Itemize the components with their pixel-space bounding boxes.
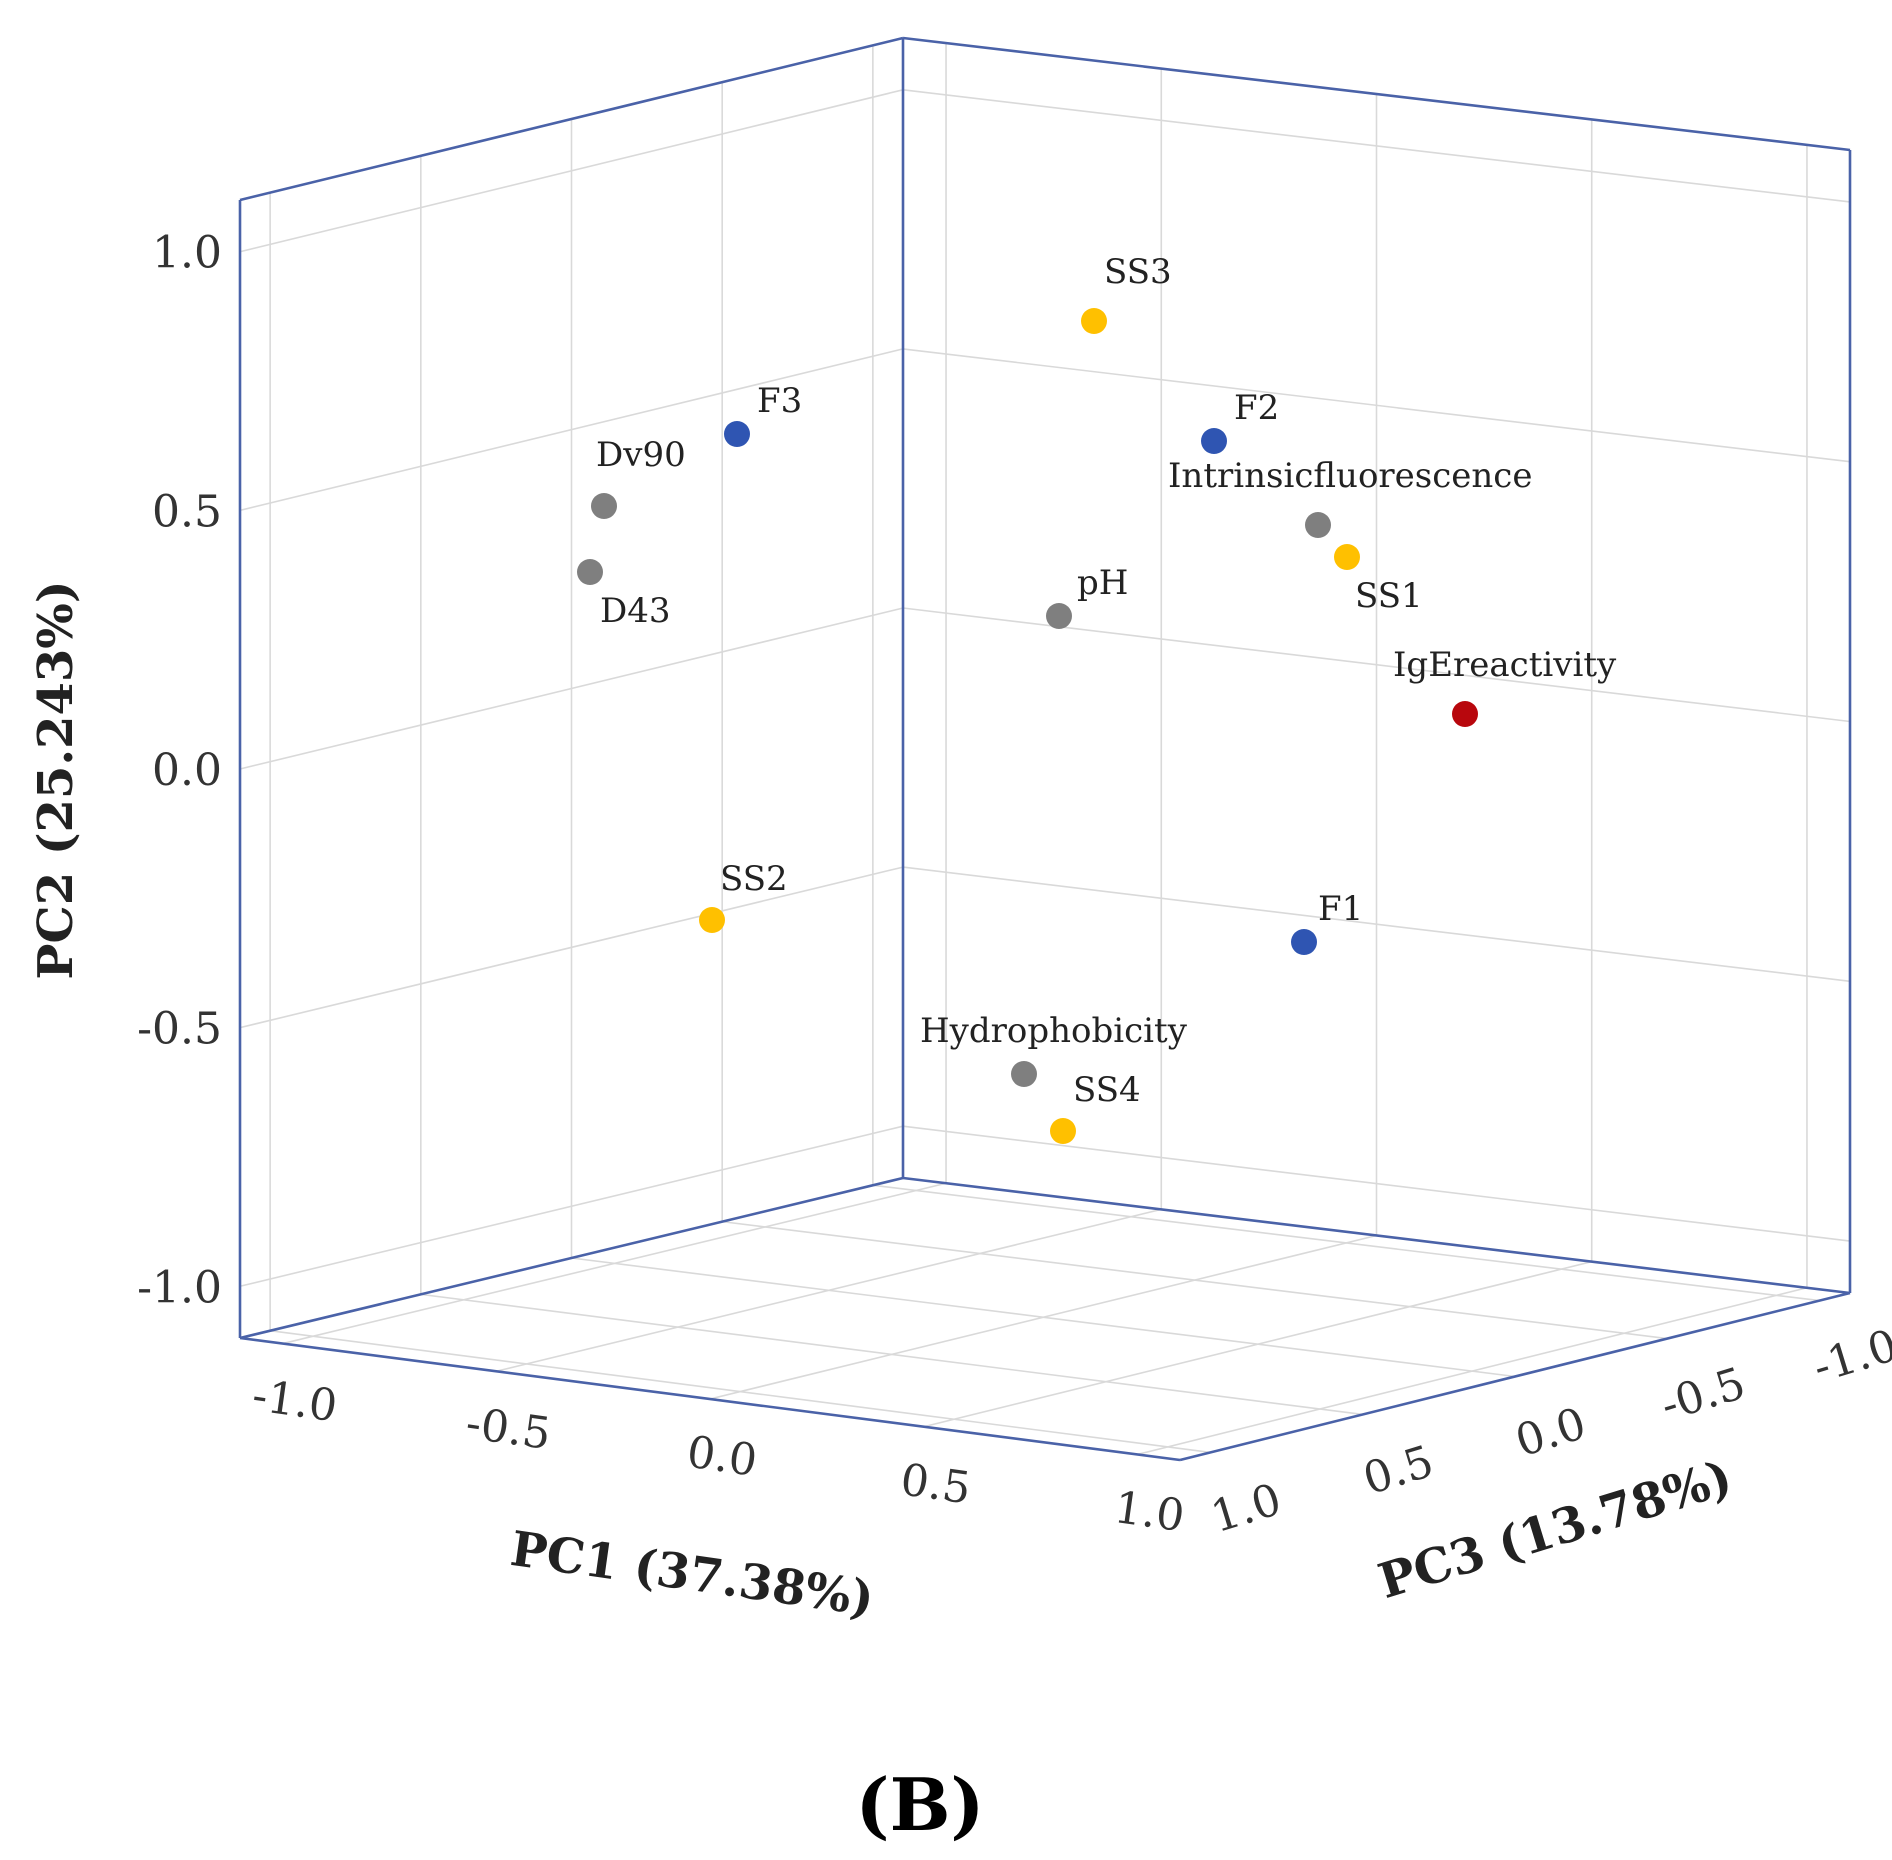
- frame-edge: [239, 36, 904, 202]
- x-tick-label: 1.0: [1111, 1482, 1187, 1542]
- y-axis-title: PC2 (25.243%): [28, 580, 84, 979]
- data-point-label: SS3: [1104, 252, 1172, 292]
- data-point: [699, 907, 725, 933]
- data-point-label: F3: [757, 381, 802, 421]
- data-point: [724, 421, 750, 447]
- data-points: SS3 F3 F2 Dv90 Intrinsicfluorescence D43 SS1 pH…: [577, 252, 1617, 1144]
- grid-line: [282, 1182, 947, 1345]
- frame-edge: [902, 1176, 1851, 1295]
- x-tick-label: -1.0: [249, 1370, 340, 1432]
- x-tick-label: -0.5: [463, 1398, 554, 1460]
- y-tick-label: -1.0: [137, 1262, 222, 1313]
- z-tick-label: -1.0: [1807, 1320, 1892, 1394]
- x-axis-title: PC1 (37.38%): [507, 1521, 877, 1627]
- z-tick-label: 0.0: [1510, 1398, 1592, 1467]
- data-point: [1305, 512, 1331, 538]
- data-point-label: SS2: [720, 859, 788, 899]
- data-point: [591, 493, 617, 519]
- frame-edge: [902, 36, 1851, 152]
- data-point: [1046, 603, 1072, 629]
- y-tick-label: 1.0: [152, 228, 222, 279]
- data-point: [1334, 544, 1360, 570]
- data-point-label: Hydrophobicity: [920, 1011, 1188, 1051]
- data-point: [1291, 929, 1317, 955]
- y-tick-label: 0.5: [152, 486, 222, 537]
- z-tick-label: 1.0: [1205, 1474, 1287, 1543]
- data-point-label: SS4: [1073, 1070, 1141, 1110]
- z-tick-label: 0.5: [1358, 1436, 1440, 1505]
- panel-label: (B): [856, 1762, 985, 1847]
- data-point-label: F2: [1234, 388, 1279, 428]
- grid-line: [872, 1184, 1820, 1302]
- y-tick-label: -0.5: [137, 1004, 222, 1055]
- y-tick-label: 0.0: [152, 745, 222, 796]
- data-point: [1050, 1118, 1076, 1144]
- data-point-label: SS1: [1355, 576, 1423, 616]
- axis-frame: [238, 36, 1852, 1462]
- x-tick-label: 0.0: [684, 1427, 760, 1487]
- grid-line: [709, 1234, 1377, 1400]
- grid-lines: [239, 43, 1851, 1456]
- grid-line: [496, 1208, 1162, 1373]
- data-point: [1452, 701, 1478, 727]
- grid-line: [722, 1220, 1668, 1340]
- data-point: [1201, 428, 1227, 454]
- frame-edge: [1179, 1291, 1851, 1462]
- data-point-label: IgEreactivity: [1393, 645, 1617, 685]
- data-point: [577, 559, 603, 585]
- data-point: [1081, 308, 1107, 334]
- frame-edge: [239, 1336, 1181, 1462]
- data-point-label: D43: [600, 591, 671, 631]
- tick-labels: 1.0 0.5 0.0 -0.5 -1.0 -1.0 -0.5 0.0 0.5 1.0 1.0 0.5…: [137, 228, 1892, 1543]
- data-point-label: Dv90: [596, 435, 686, 475]
- data-point: [1011, 1061, 1037, 1087]
- data-point-label: F1: [1318, 889, 1363, 929]
- z-tick-label: -0.5: [1655, 1358, 1751, 1432]
- frame-edge: [239, 1176, 904, 1340]
- x-tick-label: 0.5: [897, 1454, 973, 1514]
- data-point-label: pH: [1077, 563, 1128, 603]
- data-point-label: Intrinsicfluorescence: [1168, 456, 1532, 496]
- axis-titles: PC1 (37.38%) PC3 (13.78%) PC2 (25.243%): [28, 580, 1738, 1627]
